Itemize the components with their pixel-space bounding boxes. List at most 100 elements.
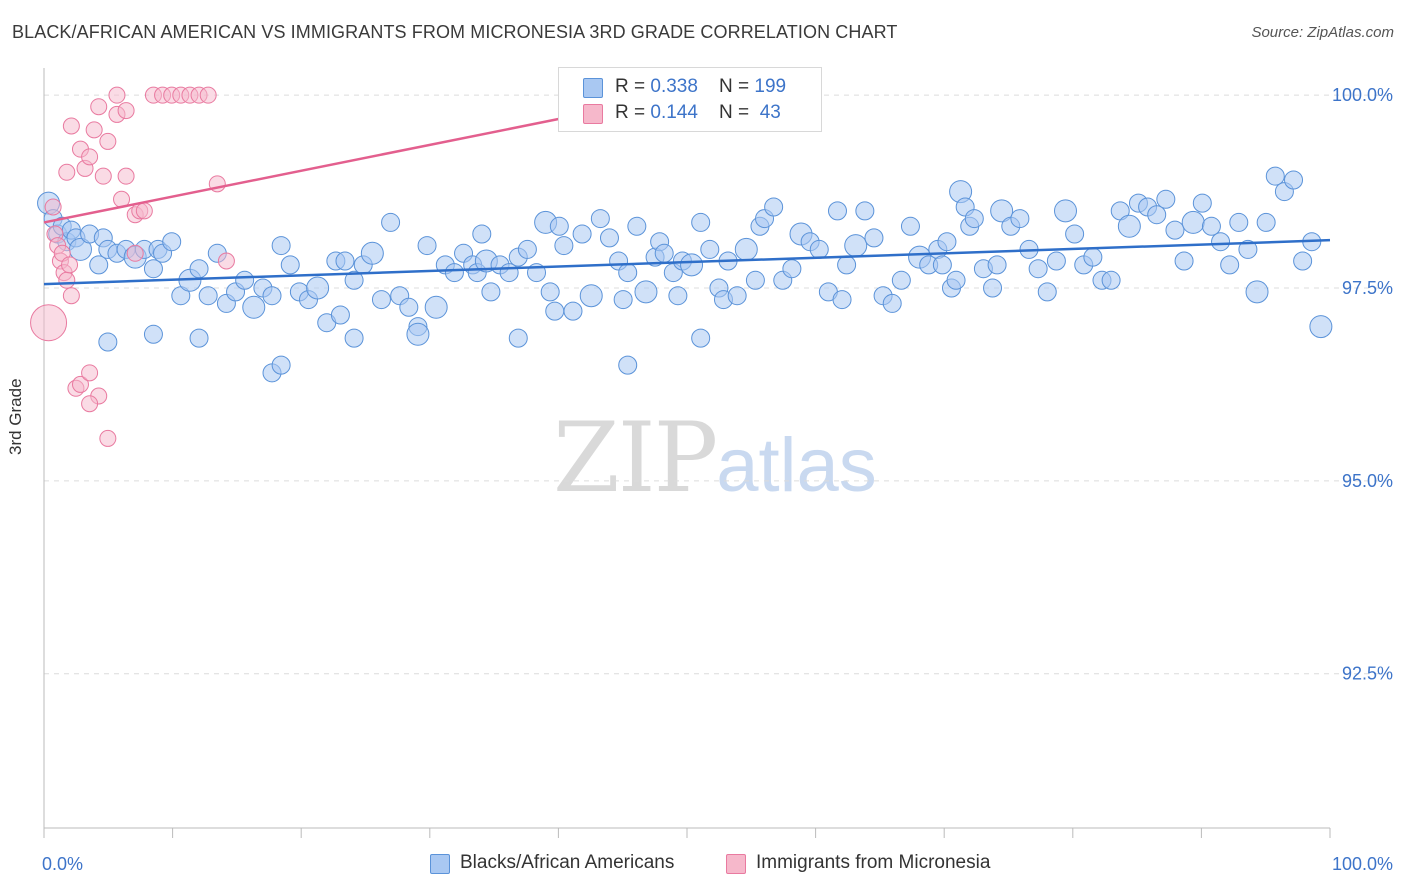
- point-blacks: [618, 263, 638, 283]
- point-blacks: [946, 270, 966, 290]
- point-blacks: [1220, 255, 1240, 275]
- point-blacks: [554, 236, 574, 256]
- point-blacks: [1010, 209, 1030, 229]
- y-tick-label: 97.5%: [1342, 278, 1393, 298]
- point-blacks: [1256, 212, 1276, 232]
- point-micronesia: [90, 98, 108, 116]
- point-blacks: [844, 234, 868, 258]
- point-blacks: [764, 197, 784, 217]
- point-blacks: [590, 209, 610, 229]
- watermark-atlas: atlas: [716, 423, 877, 508]
- point-micronesia: [117, 167, 135, 185]
- point-blacks: [855, 201, 875, 221]
- point-blacks: [932, 255, 952, 275]
- point-blacks: [344, 270, 364, 290]
- point-blacks: [143, 324, 163, 344]
- point-blacks: [271, 236, 291, 256]
- point-blacks: [734, 237, 758, 261]
- point-blacks: [549, 216, 569, 236]
- point-blacks: [937, 232, 957, 252]
- bottom-legend-label-micronesia: Immigrants from Micronesia: [756, 852, 991, 873]
- point-blacks: [1165, 220, 1185, 240]
- point-blacks: [990, 199, 1014, 223]
- point-blacks: [745, 270, 765, 290]
- point-blacks: [809, 239, 829, 259]
- point-blacks: [1156, 189, 1176, 209]
- point-blacks: [579, 284, 603, 308]
- point-blacks: [599, 228, 619, 248]
- point-blacks: [1245, 280, 1269, 304]
- point-micronesia: [62, 287, 80, 305]
- point-micronesia: [81, 148, 99, 166]
- point-blacks: [381, 212, 401, 232]
- point-blacks: [89, 255, 109, 275]
- point-blacks: [837, 255, 857, 275]
- point-blacks: [668, 286, 688, 306]
- point-blacks: [618, 355, 638, 375]
- point-blacks: [1174, 251, 1194, 271]
- point-blacks: [1054, 199, 1078, 223]
- point-micronesia: [99, 429, 117, 447]
- point-blacks: [1265, 166, 1285, 186]
- point-blacks: [700, 239, 720, 259]
- point-blacks: [964, 209, 984, 229]
- n-value-micronesia: 43: [754, 102, 781, 123]
- point-micronesia: [81, 395, 99, 413]
- point-blacks: [330, 305, 350, 325]
- y-tick-label: 92.5%: [1342, 664, 1393, 684]
- point-micronesia: [30, 304, 68, 342]
- point-blacks: [864, 228, 884, 248]
- y-tick-label: 95.0%: [1342, 471, 1393, 491]
- point-micronesia: [58, 163, 76, 181]
- point-blacks: [987, 255, 1007, 275]
- bottom-swatch-micronesia: [726, 854, 746, 874]
- point-blacks: [1238, 239, 1258, 259]
- point-blacks: [306, 276, 330, 300]
- point-micronesia: [61, 256, 79, 274]
- point-blacks: [143, 259, 163, 279]
- point-blacks: [417, 236, 437, 256]
- point-blacks: [1083, 247, 1103, 267]
- x-tick-label-min: 0.0%: [42, 854, 83, 874]
- point-blacks: [613, 290, 633, 310]
- point-blacks: [1284, 170, 1304, 190]
- point-blacks: [424, 295, 448, 319]
- point-blacks: [189, 259, 209, 279]
- point-micronesia: [58, 271, 76, 289]
- point-blacks: [481, 282, 501, 302]
- n-label: N =: [719, 76, 755, 97]
- point-micronesia: [108, 86, 126, 104]
- point-blacks: [335, 251, 355, 271]
- point-blacks: [1037, 282, 1057, 302]
- point-blacks: [235, 270, 255, 290]
- point-blacks: [360, 241, 384, 265]
- point-blacks: [517, 239, 537, 259]
- point-blacks: [891, 270, 911, 290]
- point-blacks: [262, 286, 282, 306]
- bottom-legend-label-blacks: Blacks/African Americans: [460, 852, 675, 873]
- point-blacks: [782, 259, 802, 279]
- point-blacks: [680, 253, 704, 277]
- point-blacks: [691, 328, 711, 348]
- point-blacks: [882, 293, 902, 313]
- point-blacks: [900, 216, 920, 236]
- y-tick-label: 100.0%: [1332, 85, 1393, 105]
- point-blacks: [162, 232, 182, 252]
- zipatlas-watermark: ZIPatlas: [553, 402, 877, 514]
- point-blacks: [344, 328, 364, 348]
- point-blacks: [545, 301, 565, 321]
- point-micronesia: [117, 102, 135, 120]
- point-blacks: [654, 243, 674, 263]
- blacks-swatch: [583, 78, 603, 98]
- point-micronesia: [99, 132, 117, 150]
- point-blacks: [540, 282, 560, 302]
- point-blacks: [1147, 205, 1167, 225]
- point-blacks: [1309, 315, 1333, 339]
- point-blacks: [444, 263, 464, 283]
- point-blacks: [1117, 214, 1141, 238]
- point-blacks: [242, 295, 266, 319]
- point-blacks: [1046, 251, 1066, 271]
- trend-line-micronesia: [43, 117, 563, 224]
- point-blacks: [1201, 216, 1221, 236]
- r-value-blacks: 0.338: [650, 76, 698, 97]
